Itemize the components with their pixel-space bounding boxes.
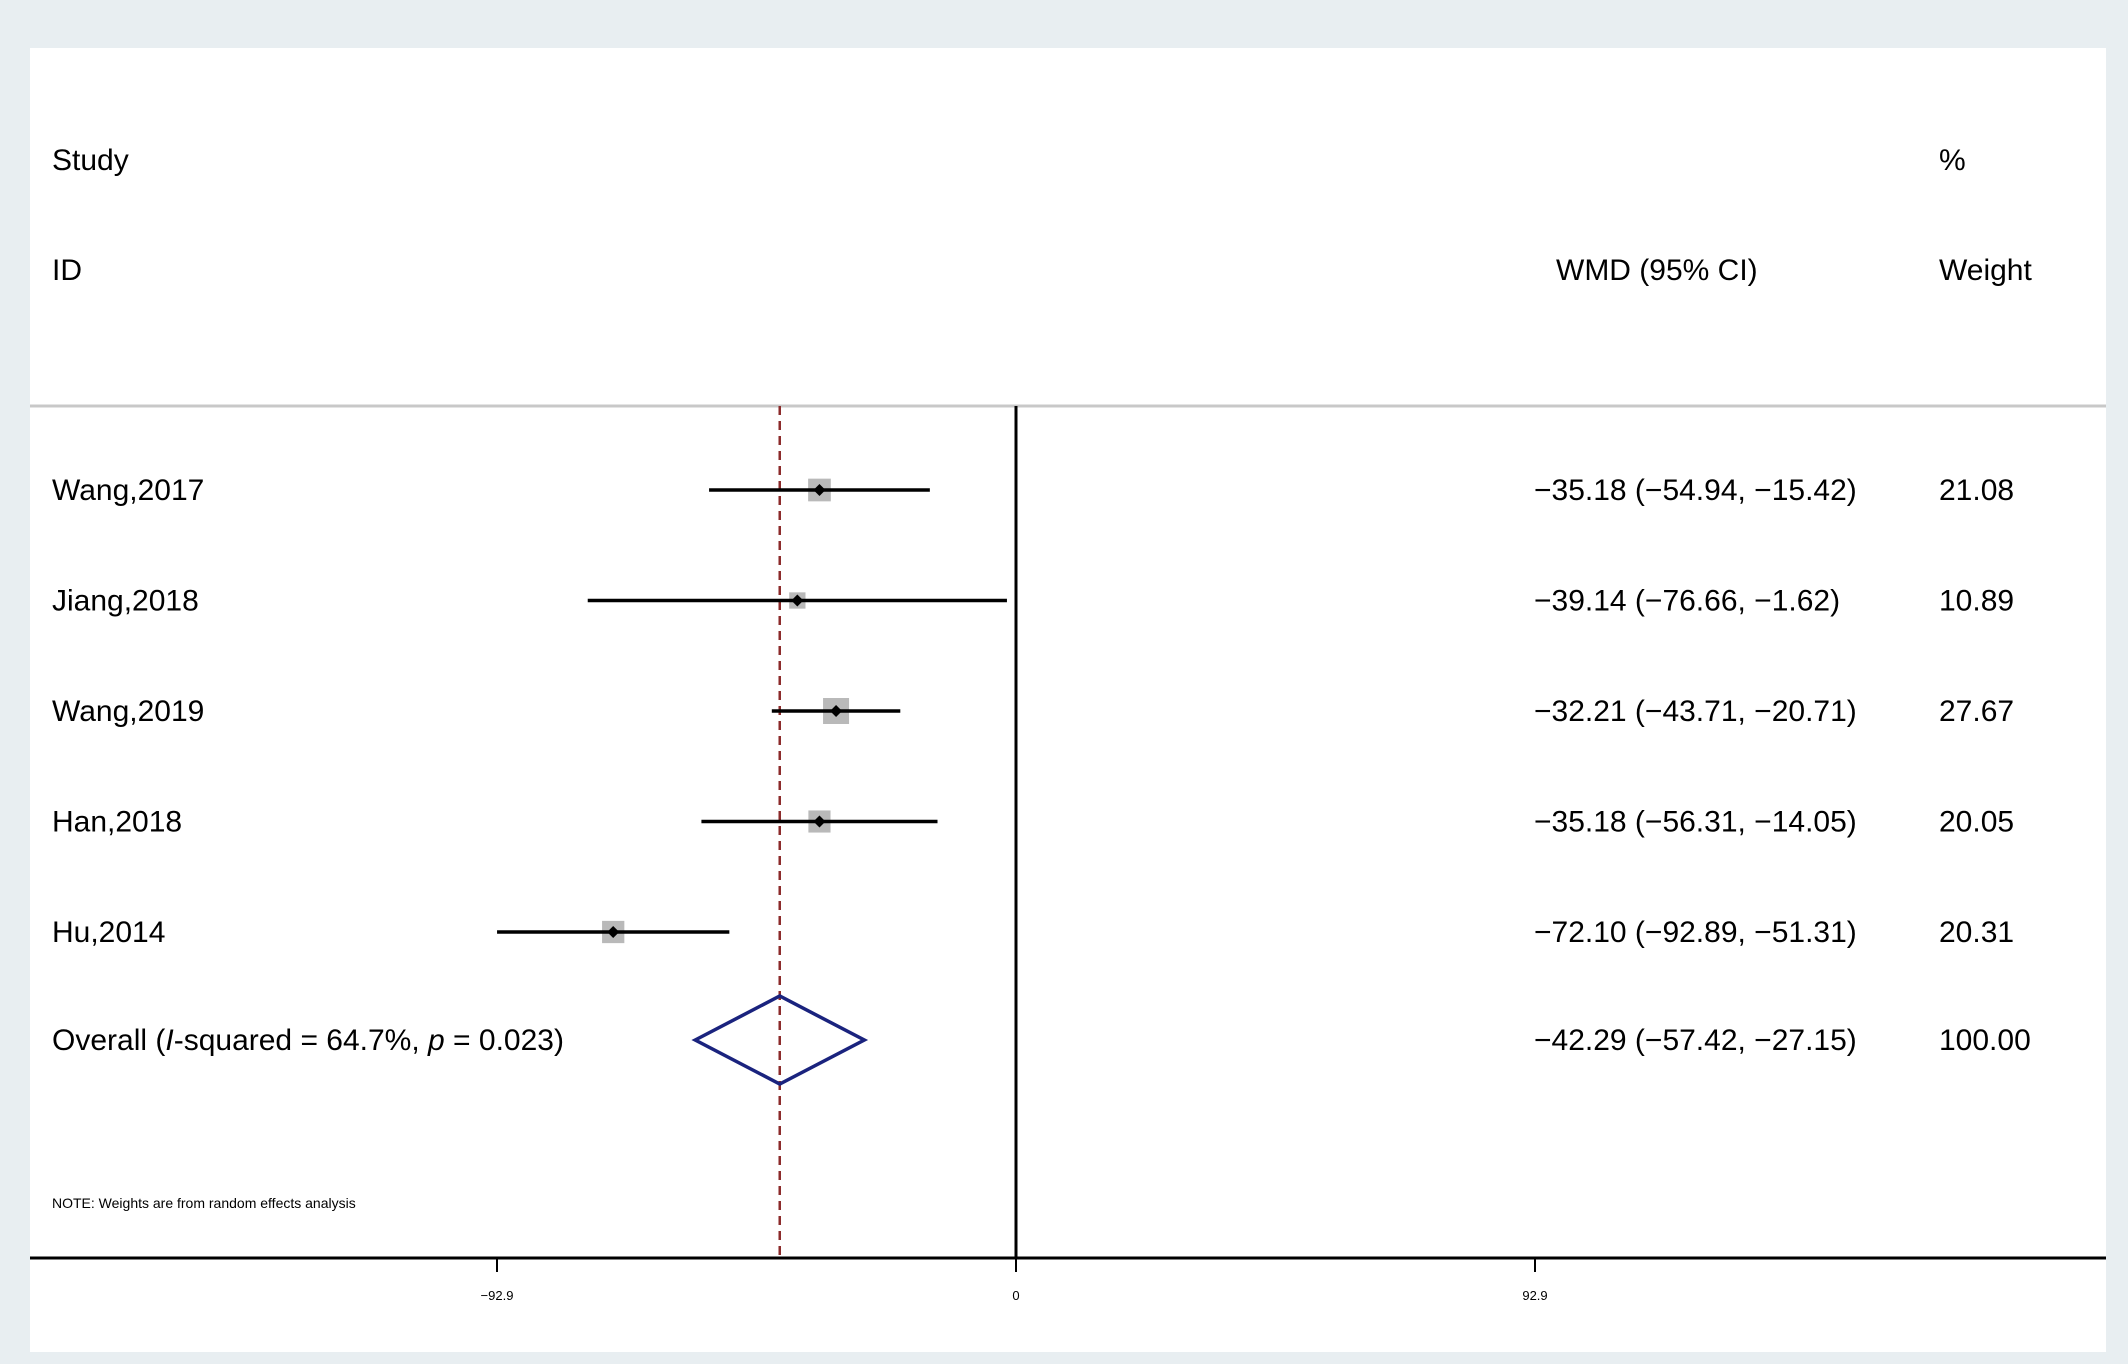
study-row: Hu,2014 −72.10 (−92.89, −51.31) 20.31 — [52, 916, 2014, 949]
plot-panel — [30, 48, 2106, 1352]
study-id: Jiang,2018 — [52, 585, 199, 618]
header-study: Study — [52, 144, 129, 177]
point-estimate — [830, 705, 843, 717]
study-id: Han,2018 — [52, 806, 182, 839]
study-weight-text: 10.89 — [1939, 585, 2014, 618]
study-ci-text: −35.18 (−54.94, −15.42) — [1534, 474, 1857, 507]
overall-label: Overall (I-squared = 64.7%, p = 0.023) — [52, 1024, 564, 1057]
point-estimate — [607, 926, 620, 938]
x-tick-label: 0 — [1012, 1288, 1019, 1303]
overall-weight-text: 100.00 — [1939, 1024, 2031, 1057]
x-axis-ticks: −92.9 0 92.9 — [481, 1258, 1548, 1303]
header-id: ID — [52, 254, 82, 287]
point-estimate — [813, 484, 826, 496]
study-weight-text: 21.08 — [1939, 474, 2014, 507]
header-weight: Weight — [1939, 254, 2032, 287]
x-tick-label: −92.9 — [481, 1288, 514, 1303]
study-ci-text: −39.14 (−76.66, −1.62) — [1534, 585, 1840, 618]
study-row: Han,2018 −35.18 (−56.31, −14.05) 20.05 — [52, 806, 2014, 839]
study-ci-text: −72.10 (−92.89, −51.31) — [1534, 916, 1857, 949]
study-weight-text: 20.05 — [1939, 806, 2014, 839]
header-percent: % — [1939, 144, 1966, 177]
overall-diamond — [691, 994, 869, 1086]
study-row: Wang,2019 −32.21 (−43.71, −20.71) 27.67 — [52, 695, 2014, 728]
study-id: Hu,2014 — [52, 916, 165, 949]
weights-note: NOTE: Weights are from random effects an… — [52, 1195, 356, 1211]
study-weight-text: 20.31 — [1939, 916, 2014, 949]
study-weight-text: 27.67 — [1939, 695, 2014, 728]
x-tick-label: 92.9 — [1522, 1288, 1547, 1303]
point-estimate — [791, 594, 804, 607]
study-id: Wang,2019 — [52, 695, 204, 728]
header-effect-label: WMD (95% CI) — [1556, 254, 1758, 287]
study-id: Wang,2017 — [52, 474, 204, 507]
study-rows: Wang,2017 −35.18 (−54.94, −15.42) 21.08 Jia… — [52, 474, 2014, 949]
overall-row: Overall (I-squared = 64.7%, p = 0.023) −… — [52, 994, 2031, 1086]
study-ci-text: −35.18 (−56.31, −14.05) — [1534, 806, 1857, 839]
study-row: Jiang,2018 −39.14 (−76.66, −1.62) 10.89 — [52, 585, 2014, 618]
study-ci-text: −32.21 (−43.71, −20.71) — [1534, 695, 1857, 728]
study-row: Wang,2017 −35.18 (−54.94, −15.42) 21.08 — [52, 474, 2014, 507]
point-estimate — [813, 815, 826, 828]
overall-ci-text: −42.29 (−57.42, −27.15) — [1534, 1024, 1857, 1057]
